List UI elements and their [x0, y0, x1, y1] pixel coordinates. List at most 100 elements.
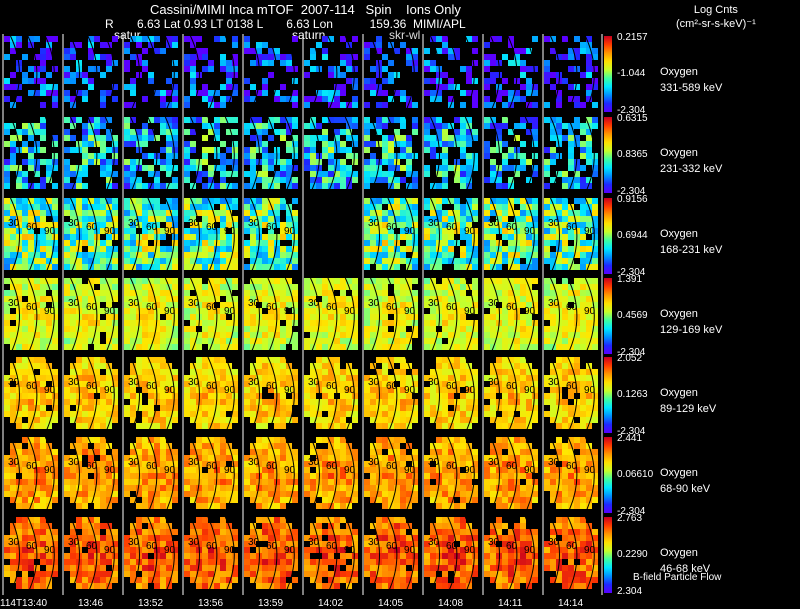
colorbar-max-value: 2.441	[617, 433, 643, 444]
image-tile	[364, 116, 418, 194]
image-tile	[4, 35, 58, 113]
angle-label: 30	[8, 537, 20, 548]
angle-label: 90	[224, 385, 236, 396]
angle-label: 30	[248, 377, 260, 388]
panel-label: Oxygen 46-68 keV	[660, 545, 710, 577]
image-tile: 30 60 90	[424, 436, 478, 514]
angle-label: 90	[464, 385, 476, 396]
angle-label: 30	[488, 218, 500, 229]
image-tile	[64, 116, 118, 194]
angle-label: 30	[248, 537, 260, 548]
colorbar-max-value: 2.052	[617, 353, 643, 364]
units-line-2: (cm²-sr-s-keV)⁻¹	[676, 18, 756, 30]
species-name: Oxygen	[660, 467, 698, 479]
panel-label: Oxygen 68-90 keV	[660, 465, 710, 497]
time-label: 14:14	[558, 598, 584, 609]
angle-label: 60	[146, 222, 158, 233]
panel-label: Oxygen 89-129 keV	[660, 385, 716, 417]
colorbar	[604, 357, 612, 433]
energy-range: 129-169 keV	[660, 324, 723, 336]
panel-label: Oxygen 168-231 keV	[660, 226, 722, 258]
angle-label: 30	[368, 218, 380, 229]
angle-label: 60	[146, 541, 158, 552]
angle-label: 30	[188, 457, 200, 468]
angle-label: 30	[308, 298, 320, 309]
colorbar-mid-value: 0.6944	[617, 230, 648, 241]
time-label: 13:59	[258, 598, 284, 609]
time-label: 13:52	[138, 598, 164, 609]
colorbar	[604, 36, 612, 112]
image-tile: 30 60 90	[4, 197, 58, 275]
image-tile	[64, 35, 118, 113]
angle-label: 60	[506, 381, 518, 392]
angle-label: 30	[428, 457, 440, 468]
marker-skr: skr-wl	[389, 28, 421, 42]
image-tile	[124, 116, 178, 194]
angle-label: 30	[128, 218, 140, 229]
colorbar-mid-value: 0.1263	[617, 389, 648, 400]
image-tile: 30 60 90	[484, 436, 538, 514]
image-tile: 30 60 90	[184, 436, 238, 514]
angle-label: 60	[266, 461, 278, 472]
angle-label: 60	[26, 461, 38, 472]
colorbar	[604, 117, 612, 193]
species-name: Oxygen	[660, 308, 698, 320]
angle-label: 90	[524, 306, 536, 317]
angle-label: 30	[128, 537, 140, 548]
angle-label: 90	[284, 545, 296, 556]
angle-label: 90	[44, 465, 56, 476]
time-label: 14:11	[498, 598, 523, 609]
angle-label: 30	[548, 537, 560, 548]
orbit-info: R 6.63 Lat 0.93 LT 0138 L 6.63 Lon 159.3…	[105, 17, 466, 31]
image-tile: 30 60 90	[364, 197, 418, 275]
angle-label: 30	[368, 537, 380, 548]
angle-label: 60	[146, 381, 158, 392]
angle-label: 60	[506, 461, 518, 472]
colorbar-mid-value: 0.2290	[617, 549, 648, 560]
colorbar	[604, 198, 612, 274]
angle-label: 60	[86, 381, 98, 392]
units-line-1: Log Cnts	[693, 4, 738, 16]
angle-label: 30	[8, 218, 20, 229]
image-tile: 30 60 90	[124, 197, 178, 275]
angle-label: 30	[488, 457, 500, 468]
image-tile: 30 60 90	[364, 277, 418, 355]
image-tile: 30 60 90	[484, 277, 538, 355]
species-name: Oxygen	[660, 387, 698, 399]
image-tile: 30 60 90	[244, 197, 298, 275]
image-tile: 30 60 90	[304, 277, 358, 355]
species-name: Oxygen	[660, 147, 698, 159]
image-tile: 30 60 90	[124, 516, 178, 594]
colorbar-max-value: 0.2157	[617, 32, 648, 43]
image-tile: 30 60 90	[424, 516, 478, 594]
angle-label: 90	[404, 465, 416, 476]
colorbar-mid-value: 0.8365	[617, 149, 648, 160]
angle-label: 30	[488, 537, 500, 548]
image-tile: 30 60 90	[544, 356, 598, 434]
angle-label: 90	[104, 545, 116, 556]
angle-label: 30	[8, 457, 20, 468]
image-tile	[304, 116, 358, 194]
angle-label: 90	[104, 465, 116, 476]
angle-label: 90	[164, 545, 176, 556]
panel-label: Oxygen 129-169 keV	[660, 306, 722, 338]
angle-label: 60	[26, 381, 38, 392]
angle-label: 60	[446, 461, 458, 472]
angle-label: 30	[248, 218, 260, 229]
time-label: 14:08	[438, 598, 464, 609]
angle-label: 30	[488, 298, 500, 309]
angle-label: 90	[584, 545, 596, 556]
colorbar-min-value: -2.304	[617, 347, 646, 358]
angle-label: 30	[68, 218, 80, 229]
colorbar	[604, 517, 612, 593]
angle-label: 90	[104, 306, 116, 317]
image-tile: 30 60 90	[64, 277, 118, 355]
image-tile	[424, 116, 478, 194]
angle-label: 90	[464, 545, 476, 556]
angle-label: 30	[368, 377, 380, 388]
angle-label: 30	[188, 218, 200, 229]
angle-label: 90	[404, 385, 416, 396]
angle-label: 60	[266, 222, 278, 233]
angle-label: 30	[368, 457, 380, 468]
